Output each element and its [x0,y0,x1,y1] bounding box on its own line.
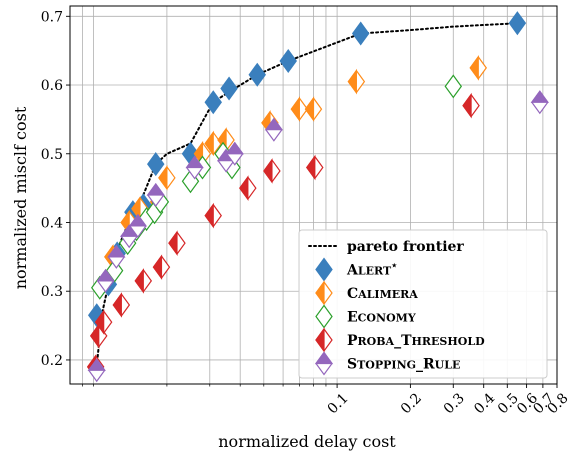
point-alert [147,152,165,177]
legend-label: ALERT⋆ [346,261,397,279]
y-tick-label: 0.2 [41,353,63,369]
y-tick-label: 0.5 [41,147,63,163]
point-stopping-rule [185,155,204,180]
legend-label: ECONOMY [347,310,416,326]
legend-label: PROBA_THRESHOLD [347,333,485,349]
point-proba-threshold [239,175,257,201]
legend-swatch [314,351,334,376]
legend: pareto frontier ALERT⋆ CALIMERA ECONOMY PROB… [298,229,548,379]
point-proba-threshold [306,154,324,181]
point-calimera [469,55,488,81]
point-proba-threshold [152,254,171,281]
point-proba-threshold [168,230,186,256]
point-alert [351,21,370,46]
point-stopping-rule [107,244,126,269]
point-proba-threshold [134,268,153,294]
legend-swatch [315,327,333,353]
point-stopping-rule [146,182,165,208]
y-axis-ticks: 0.2 0.3 0.4 0.5 0.6 0.7 [41,9,70,369]
point-calimera [158,164,176,191]
legend-label: CALIMERA [347,286,418,302]
point-alert [508,11,527,36]
point-proba-threshold [462,92,480,119]
y-tick-label: 0.7 [41,9,63,25]
point-economy [444,74,463,99]
point-alert [279,48,297,74]
legend-swatch [315,280,333,306]
point-calimera [204,130,222,157]
data-points [86,11,549,383]
point-stopping-rule [264,117,284,142]
point-stopping-rule [96,268,115,293]
point-alert [248,62,266,87]
y-axis-title: normalized misclf cost [11,106,30,289]
point-stopping-rule [530,90,549,115]
point-stopping-rule [225,141,244,166]
point-proba-threshold [94,309,113,335]
point-calimera [290,96,309,122]
x-axis-title: normalized delay cost [218,432,396,451]
legend-swatch [315,257,333,282]
point-stopping-rule [128,213,148,238]
point-proba-threshold [112,292,131,318]
point-proba-threshold [204,202,222,229]
point-calimera [304,96,323,122]
legend-box [298,229,548,379]
point-calimera [347,68,366,95]
point-stopping-rule [87,358,106,383]
legend-swatch [315,304,333,329]
legend-label: STOPPING_RULE [347,357,460,373]
point-alert [204,90,222,115]
y-tick-label: 0.3 [41,284,63,300]
y-tick-label: 0.4 [41,215,63,231]
y-tick-label: 0.6 [41,78,63,94]
legend-label: pareto frontier [347,239,464,255]
point-proba-threshold [263,158,281,184]
point-alert [220,76,238,101]
